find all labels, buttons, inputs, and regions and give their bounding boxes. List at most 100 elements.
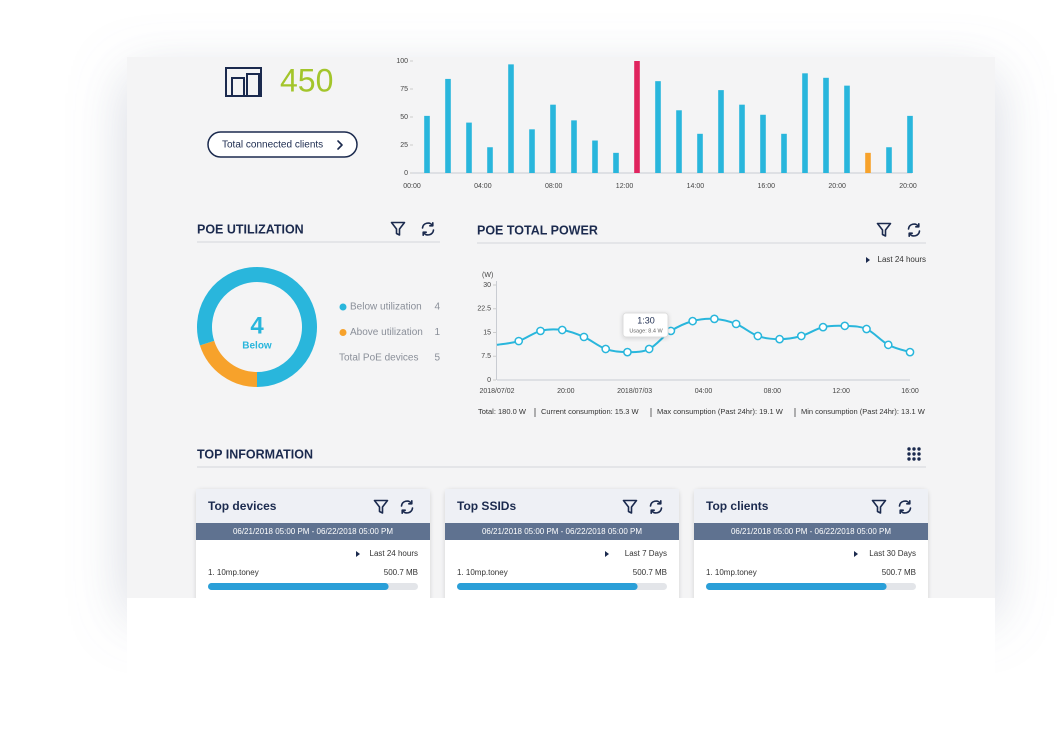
caret — [854, 551, 858, 557]
y-tick-label: 75 — [400, 86, 408, 93]
point — [775, 334, 784, 344]
period[interactable]: Last 30 Days — [869, 549, 916, 558]
bar — [508, 64, 514, 173]
bar — [592, 140, 598, 173]
date-range: 06/21/2018 05:00 PM - 06/22/2018 05:00 P… — [482, 527, 642, 536]
summary: Max consumption (Past 24hr): 19.1 W — [657, 407, 784, 416]
period[interactable]: Last 24 hours — [370, 549, 418, 558]
bar — [718, 90, 724, 173]
devices-icon — [225, 67, 262, 97]
bar — [655, 81, 661, 173]
bar — [907, 115, 913, 173]
card: Top SSIDs 06/21/2018 05:00 PM - 06/22/201… — [445, 489, 679, 629]
summary: Current consumption: 15.3 W — [541, 407, 639, 416]
point — [536, 326, 545, 336]
donut-segment — [199, 340, 258, 387]
date-range: 06/21/2018 05:00 PM - 06/22/2018 05:00 P… — [731, 527, 891, 536]
y-tick-label: 25 — [400, 142, 408, 149]
item-size: 500.7 MB — [384, 568, 418, 577]
legend-dot — [339, 329, 347, 336]
item-size: 500.7 MB — [882, 568, 916, 577]
card-title: Top clients — [706, 499, 769, 513]
item-name: 1. 10mp.toney — [457, 568, 508, 577]
card-header — [694, 489, 928, 523]
y-tick-label: 0 — [487, 377, 491, 384]
bar — [466, 122, 472, 173]
x-tick-label: 20:00 — [899, 183, 917, 190]
point — [601, 344, 611, 354]
period[interactable]: Last 7 Days — [625, 549, 667, 558]
point — [818, 322, 828, 332]
grid-menu[interactable] — [907, 447, 921, 461]
card-header — [445, 489, 679, 523]
summary: Min consumption (Past 24hr): 13.1 W — [801, 407, 926, 416]
x-tick-label: 08:00 — [764, 388, 782, 395]
center-label: Below — [242, 341, 272, 352]
progress-bar — [457, 583, 638, 590]
bar — [886, 147, 892, 173]
legend-value: 1 — [434, 327, 440, 338]
bar — [529, 129, 535, 173]
x-tick-label: 12:00 — [832, 388, 850, 395]
date-bar — [694, 523, 928, 540]
bar — [802, 73, 808, 173]
point — [731, 319, 741, 329]
item-name: 1. 10mp.toney — [706, 568, 757, 577]
bar — [697, 133, 703, 173]
legend-label: Above utilization — [350, 327, 423, 338]
y-tick-label: 100 — [396, 58, 408, 65]
bar — [487, 147, 493, 173]
point — [883, 340, 893, 350]
x-tick-label: 14:00 — [687, 183, 705, 190]
caret — [605, 551, 609, 557]
section-title: POE UTILIZATION — [197, 222, 304, 236]
legend-value: 4 — [434, 302, 440, 313]
point — [644, 344, 654, 354]
progress-bar — [706, 583, 887, 590]
point — [905, 347, 915, 357]
donut-segment — [197, 267, 317, 387]
card: Top clients 06/21/2018 05:00 PM - 06/22/2… — [694, 489, 928, 629]
tooltip — [622, 312, 669, 338]
tooltip-text: Usage: 8.4 W — [629, 328, 663, 334]
y-unit: (W) — [482, 272, 493, 279]
bar — [634, 61, 640, 173]
card-title: Top devices — [208, 499, 277, 513]
bar — [865, 152, 871, 173]
bar — [823, 77, 829, 173]
point — [796, 331, 806, 341]
date-bar — [445, 523, 679, 540]
bar — [550, 104, 556, 173]
button-label[interactable]: Total connected clients — [222, 140, 323, 151]
bar — [424, 115, 430, 173]
point — [753, 331, 763, 341]
x-tick-label: 08:00 — [545, 183, 563, 190]
x-tick-label: 16:00 — [758, 183, 776, 190]
legend-label: Total PoE devices — [339, 353, 419, 364]
point — [710, 314, 719, 324]
client-count: 450 — [280, 62, 333, 98]
x-tick-label: 2018/07/02 — [479, 388, 514, 395]
point — [840, 321, 850, 331]
x-tick-label: 20:00 — [557, 388, 575, 395]
x-tick-label: 2018/07/03 — [617, 388, 652, 395]
chevron[interactable] — [337, 140, 343, 150]
y-tick-label: 22.5 — [477, 306, 491, 313]
progress-bar — [208, 583, 389, 590]
range-label[interactable]: Last 24 hours — [878, 255, 926, 264]
bar — [445, 78, 451, 173]
bar — [676, 110, 682, 173]
center-value: 4 — [250, 312, 264, 339]
bar — [613, 152, 619, 173]
clients-button[interactable] — [207, 131, 358, 158]
bar — [571, 120, 577, 173]
card-header — [196, 489, 430, 523]
bar — [844, 85, 850, 173]
bar — [760, 114, 766, 173]
legend-value: 5 — [434, 353, 440, 364]
point — [557, 325, 567, 335]
bar — [781, 133, 787, 173]
point — [623, 347, 632, 357]
x-tick-label: 04:00 — [695, 388, 713, 395]
